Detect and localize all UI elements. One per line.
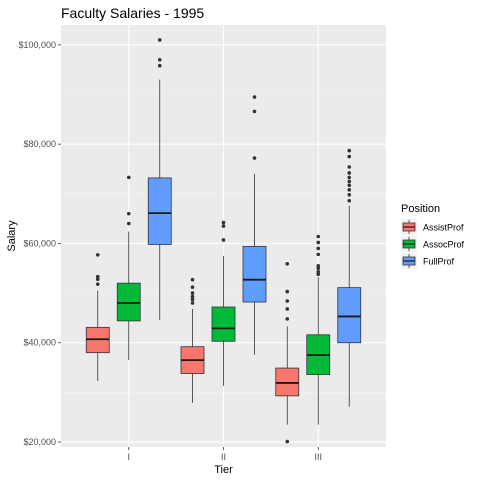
outlier-point [190,285,195,289]
outlier-point [190,294,195,299]
box-fullprof-i [147,38,172,320]
outlier-point [285,307,290,311]
outlier-point [347,165,352,169]
box-assistprof-iii [275,262,300,444]
x-tick-label: III [314,452,322,462]
box-iqr [211,306,236,342]
legend-label: AssistProf [423,223,464,233]
outlier-point [316,272,321,277]
legend-item-assistprof: AssistProf [401,219,464,235]
outlier-point [190,277,195,282]
y-tick-label: $60,000 [23,238,56,248]
outlier-point [285,299,290,303]
box-assistprof-ii [180,277,205,403]
outlier-point [221,238,226,242]
outlier-point [316,269,321,274]
box-iqr [275,367,300,397]
legend-item-assocprof: AssocProf [401,236,465,252]
outlier-point [285,439,290,444]
outlier-point [252,95,257,99]
y-tick-label: $80,000 [23,139,56,149]
y-axis-title: Salary [6,220,18,252]
box-fullprof-ii [242,95,267,355]
x-axis: I II III [127,447,322,462]
outlier-point [347,154,352,159]
y-tick-label: $20,000 [23,437,56,447]
outlier-point [95,274,100,279]
outlier-point [285,289,290,294]
box-assocprof-ii [211,220,236,386]
outlier-point [316,252,321,257]
box-assistprof-i [85,253,110,381]
outlier-point [316,240,321,245]
outlier-point [347,148,352,153]
outlier-point [316,246,321,251]
legend-title: Position [401,203,440,215]
outlier-point [157,38,162,42]
outlier-point [157,63,162,68]
outlier-point [285,262,290,266]
outlier-point [347,192,352,197]
legend-label: AssocProf [423,240,465,250]
outlier-point [347,179,352,184]
box-plots [85,38,362,444]
box-fullprof-iii [337,148,362,407]
box-assocprof-iii [306,234,331,425]
y-axis: $20,000 $40,000 $60,000 $80,000 $100,000 [18,40,61,447]
y-tick-label: $40,000 [23,338,56,348]
x-tick-label: II [221,452,226,462]
outlier-point [221,224,226,228]
outlier-point [95,253,100,257]
outlier-point [126,221,131,226]
x-axis-title: Tier [214,464,233,476]
legend-label: FullProf [423,257,455,267]
outlier-point [347,183,352,188]
legend-item-fullprof: FullProf [401,253,455,269]
outlier-point [95,277,100,281]
outlier-point [190,291,195,295]
x-tick-label: I [127,452,130,462]
outlier-point [126,211,131,216]
outlier-point [347,175,352,180]
outlier-point [157,57,162,62]
outlier-point [95,282,100,286]
box-iqr [147,177,172,245]
outlier-point [190,301,195,305]
outlier-point [190,297,195,302]
chart-title: Faculty Salaries - 1995 [61,5,204,21]
outlier-point [316,234,321,239]
outlier-point [221,220,226,225]
outlier-point [347,198,352,203]
outlier-point [126,175,131,180]
box-iqr [116,282,141,322]
outlier-point [316,266,321,271]
box-iqr [337,287,362,344]
outlier-point [252,156,257,160]
legend: Position AssistProf AssocProf FullProf [401,203,465,269]
y-tick-label: $100,000 [18,40,56,50]
outlier-point [347,171,352,175]
outlier-point [316,263,321,268]
outlier-point [347,188,352,192]
outlier-point [285,317,290,321]
outlier-point [252,109,257,114]
box-iqr [242,246,267,303]
box-assocprof-i [116,175,141,361]
